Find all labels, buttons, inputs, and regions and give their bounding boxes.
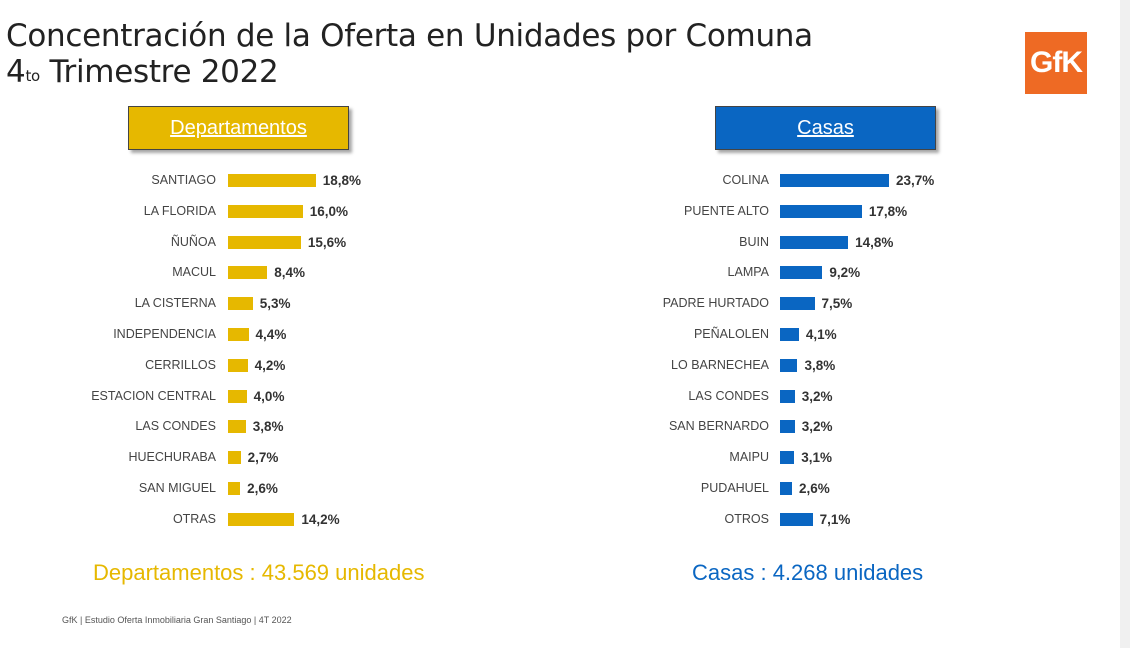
casas-bar <box>780 358 798 372</box>
casas-value-label: 2,6% <box>798 481 830 496</box>
casas-category-label: PEÑALOLEN <box>693 327 769 341</box>
departamentos-bar <box>228 358 248 372</box>
casas-bar <box>780 266 823 280</box>
casas-bar <box>780 482 792 495</box>
departamentos-value-label: 15,6% <box>307 234 347 250</box>
casas-value-label: 23,7% <box>896 173 935 188</box>
title-line-2: 4to Trimestre 2022 <box>6 54 813 90</box>
departamentos-category-label: LA CISTERNA <box>134 296 216 311</box>
casas-category-label: BUIN <box>739 234 769 249</box>
title-quarter-year: Trimestre 2022 <box>39 54 279 90</box>
departamentos-value-label: 2,7% <box>247 450 279 466</box>
departamentos-category-label: ÑUÑOA <box>170 234 216 249</box>
casas-value-label: 3,1% <box>801 450 833 466</box>
departamentos-bar <box>228 235 301 249</box>
casas-value-label: 9,2% <box>829 265 861 281</box>
departamentos-bar <box>228 420 246 434</box>
casas-category-label: PUENTE ALTO <box>684 203 769 218</box>
casas-bar <box>780 420 795 434</box>
casas-value-label: 3,8% <box>804 357 836 373</box>
casas-value-label: 4,1% <box>805 327 837 342</box>
departamentos-value-label: 3,8% <box>252 419 284 435</box>
departamentos-category-label: ESTACION CENTRAL <box>91 388 216 403</box>
casas-value-label: 17,8% <box>868 203 908 219</box>
casas-category-label: MAIPU <box>729 450 769 465</box>
departamentos-value-label: 8,4% <box>274 265 305 281</box>
departamentos-value-label: 5,3% <box>259 296 291 312</box>
scrollbar[interactable] <box>1120 0 1130 648</box>
departamentos-bar <box>228 174 316 187</box>
departamentos-category-label: OTRAS <box>172 511 216 526</box>
casas-bar <box>780 512 813 526</box>
casas-category-label: LAMPA <box>727 265 769 280</box>
departamentos-bar <box>228 204 303 218</box>
departamentos-category-label: LA FLORIDA <box>143 203 216 218</box>
casas-bar <box>780 389 795 403</box>
casas-bar <box>780 297 815 311</box>
departamentos-bar <box>228 482 241 495</box>
departamentos-category-label: LAS CONDES <box>135 419 216 434</box>
departamentos-value-label: 2,6% <box>247 481 278 496</box>
departamentos-category-label: HUECHURABA <box>128 450 216 465</box>
casas-total: Casas : 4.268 unidades <box>692 560 924 585</box>
casas-category-label: LAS CONDES <box>688 388 769 403</box>
departamentos-value-label: 18,8% <box>322 173 362 188</box>
departamentos-bar <box>228 297 253 311</box>
casas-category-label: COLINA <box>722 173 769 187</box>
departamentos-bar <box>228 328 249 341</box>
departamentos-category-label: SANTIAGO <box>151 173 216 187</box>
departamentos-value-label: 4,2% <box>254 357 286 373</box>
gfk-logo: GfK <box>1025 32 1087 94</box>
casas-category-label: SAN BERNARDO <box>668 419 769 434</box>
casas-value-label: 14,8% <box>855 234 894 250</box>
departamentos-total: Departamentos : 43.569 unidades <box>93 560 425 585</box>
departamentos-value-label: 16,0% <box>309 203 348 219</box>
casas-value-label: 7,5% <box>821 296 853 312</box>
departamentos-value-label: 4,4% <box>255 327 287 342</box>
casas-bar <box>780 174 890 187</box>
casas-bar <box>780 451 795 465</box>
casas-bar <box>780 235 849 249</box>
casas-category-label: PADRE HURTADO <box>662 296 769 311</box>
casas-bar <box>780 204 862 218</box>
title-line-1: Concentración de la Oferta en Unidades p… <box>6 18 813 54</box>
title-quarter-suffix: to <box>25 67 40 85</box>
casas-value-label: 3,2% <box>801 419 833 435</box>
departamentos-bar <box>228 451 241 465</box>
departamentos-value-label: 4,0% <box>253 388 285 404</box>
casas-category-label: PUDAHUEL <box>700 481 769 495</box>
casas-value-label: 3,2% <box>801 388 833 404</box>
casas-category-label: OTROS <box>724 511 769 526</box>
casas-header: Casas <box>715 106 936 150</box>
departamentos-category-label: INDEPENDENCIA <box>113 327 216 341</box>
casas-value-label: 7,1% <box>819 511 851 527</box>
footer-source: GfK | Estudio Oferta Inmobiliaria Gran S… <box>62 615 292 625</box>
departamentos-bar <box>228 389 247 403</box>
departamentos-category-label: MACUL <box>172 265 216 280</box>
departamentos-category-label: SAN MIGUEL <box>138 481 216 495</box>
title-quarter-number: 4 <box>6 54 26 90</box>
departamentos-category-label: CERRILLOS <box>145 357 216 372</box>
departamentos-header: Departamentos <box>128 106 349 150</box>
casas-category-label: LO BARNECHEA <box>671 357 769 372</box>
departamentos-bar <box>228 512 295 526</box>
casas-bar <box>780 328 799 341</box>
page-title: Concentración de la Oferta en Unidades p… <box>6 18 813 90</box>
departamentos-value-label: 14,2% <box>301 511 340 527</box>
departamentos-bar <box>228 266 268 280</box>
